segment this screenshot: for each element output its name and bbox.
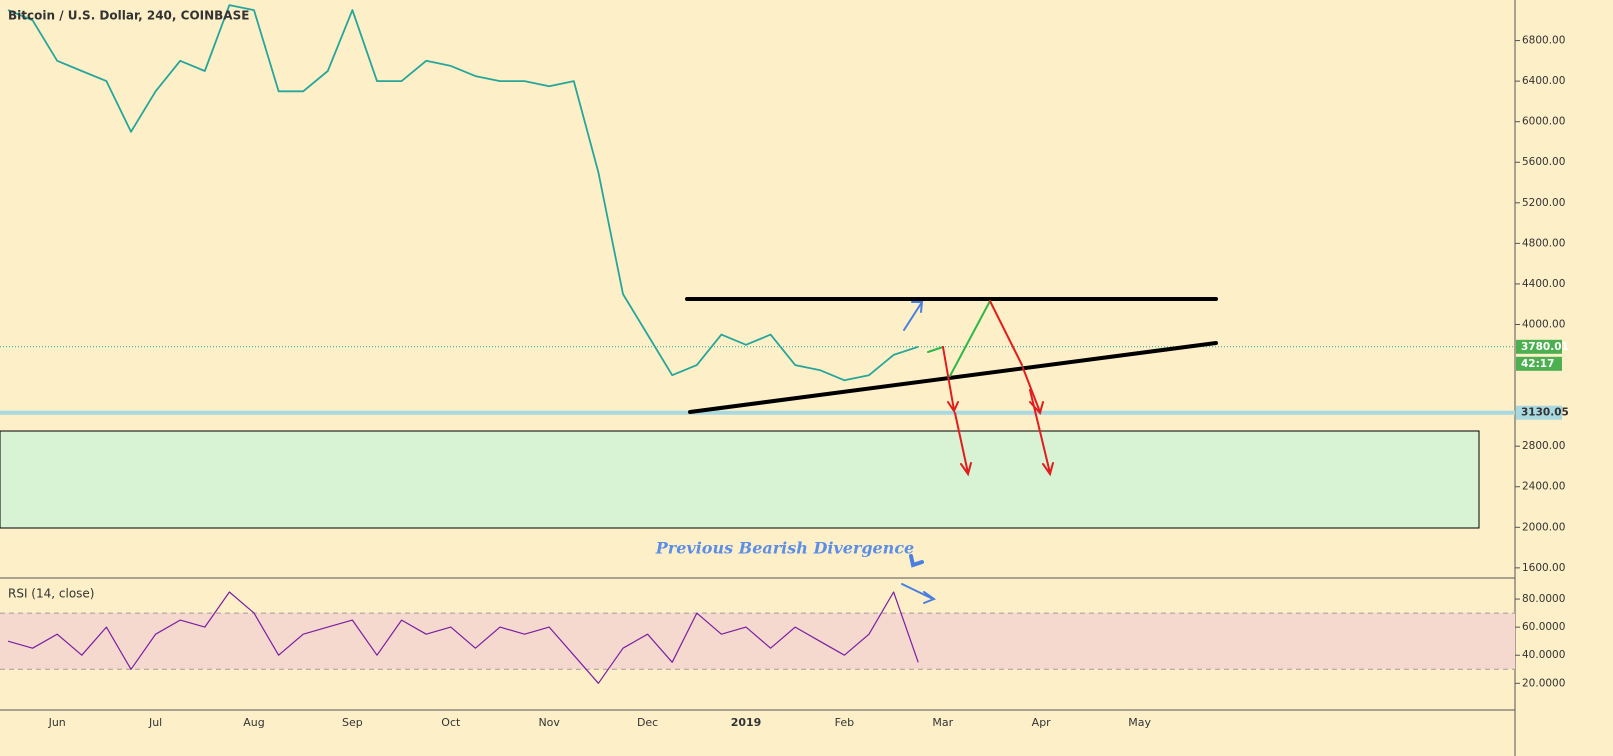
x-tick-label: Jun <box>48 716 66 729</box>
x-tick-label: Nov <box>538 716 560 729</box>
plot: 1600.00 2000.00 2400.00 2800.00 4000.00 4400.… <box>0 4 1565 729</box>
x-tick-label: May <box>1128 716 1151 729</box>
y-tick-label: 4000.00 <box>1522 318 1565 330</box>
x-tick-label: 2019 <box>731 716 762 729</box>
y-tick-label: 5600.00 <box>1522 156 1565 168</box>
green-path <box>927 300 991 377</box>
rsi-band <box>0 613 1515 670</box>
y-tick-label: 60.0000 <box>1522 621 1565 633</box>
y-tick-label: 2800.00 <box>1522 440 1565 452</box>
divergence-arrow <box>901 583 937 604</box>
series-line <box>7 591 919 684</box>
y-tick-label: 4800.00 <box>1522 237 1565 249</box>
last-price-label-box <box>1516 339 1562 354</box>
target-zone <box>0 430 1480 529</box>
countdown-label: 42:17 <box>1521 358 1554 370</box>
support-label-box <box>1516 405 1562 420</box>
x-tick-label: Oct <box>441 716 461 729</box>
y-tick-label: 6000.00 <box>1522 116 1565 128</box>
y-tick-label: 5200.00 <box>1522 197 1565 209</box>
x-tick-label: Sep <box>342 716 363 729</box>
drawings <box>685 297 1218 604</box>
y-tick-label: 80.0000 <box>1522 593 1565 605</box>
y-tick-label: 6400.00 <box>1522 75 1565 87</box>
y-tick-label: 4400.00 <box>1522 278 1565 290</box>
red-arrow-2-mid <box>1022 367 1041 413</box>
x-tick-label: Mar <box>932 716 953 729</box>
x-tick-label: Aug <box>243 716 264 729</box>
rising-trendline <box>688 341 1218 414</box>
y-tick-label: 1600.00 <box>1522 562 1565 574</box>
red-arrow-2-head <box>1029 401 1044 416</box>
y-tick-label: 40.0000 <box>1522 649 1565 661</box>
y-tick-label: 2000.00 <box>1522 521 1565 533</box>
annotation: Previous Bearish Divergence <box>655 539 914 558</box>
blue-arrow <box>903 301 924 331</box>
chart-title: Bitcoin / U.S. Dollar, 240, COINBASE <box>8 9 249 23</box>
x-tick-label: Feb <box>835 716 854 729</box>
series-line <box>7 4 919 382</box>
x-tick-label: Dec <box>637 716 658 729</box>
red-arrow-2 <box>989 300 1054 477</box>
y-tick-label: 6800.00 <box>1522 35 1565 47</box>
rsi-title: RSI (14, close) <box>8 587 94 601</box>
x-tick-label: Jul <box>148 716 162 729</box>
y-tick-label: 2400.00 <box>1522 481 1565 493</box>
last-price-label: 3780.01 <box>1521 341 1569 353</box>
countdown-label-box <box>1516 356 1562 371</box>
red-arrow-1 <box>942 346 972 477</box>
y-tick-label: 20.0000 <box>1522 677 1565 689</box>
support-label: 3130.05 <box>1521 407 1569 419</box>
x-tick-label: Apr <box>1032 716 1052 729</box>
divergence-tick <box>909 554 924 568</box>
